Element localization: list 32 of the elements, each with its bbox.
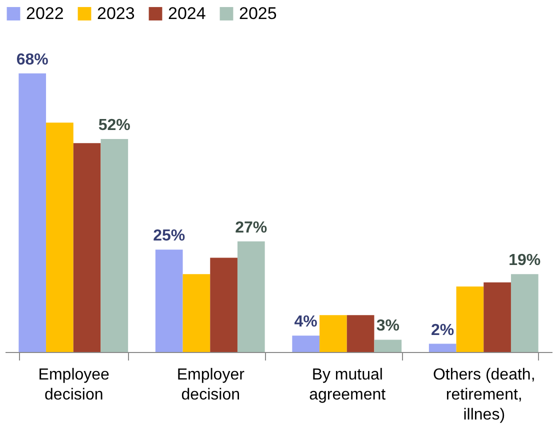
legend-label: 2022 <box>26 4 64 23</box>
legend-label: 2023 <box>97 4 135 23</box>
data-label: 2% <box>431 322 454 339</box>
x-tick-label: Employee decision <box>38 366 110 404</box>
x-tick-label: Others (death, retirement, illnes) <box>432 366 536 424</box>
bar <box>292 336 320 352</box>
x-tick-label: By mutual agreement <box>309 366 386 404</box>
x-tick-label: Employer decision <box>176 366 246 404</box>
bar <box>428 344 456 352</box>
bar <box>484 282 511 352</box>
data-label: 27% <box>235 219 268 236</box>
data-label: 68% <box>16 51 48 68</box>
data-label: 4% <box>294 314 318 331</box>
data-label: 25% <box>153 228 186 245</box>
bar <box>346 315 374 352</box>
bar <box>155 250 183 352</box>
data-label: 3% <box>376 318 400 335</box>
bar <box>320 315 347 352</box>
bar <box>46 122 74 352</box>
bar <box>510 274 538 352</box>
bar <box>456 286 484 352</box>
data-label: 52% <box>98 116 130 134</box>
bar <box>210 258 238 352</box>
bar <box>182 274 210 352</box>
bar <box>73 143 101 352</box>
bar <box>100 138 128 352</box>
bar <box>18 73 46 352</box>
data-label: 19% <box>508 252 541 270</box>
legend-label: 2024 <box>168 4 206 23</box>
legend-label: 2025 <box>239 4 277 23</box>
bar <box>374 340 402 352</box>
bar <box>237 241 265 352</box>
